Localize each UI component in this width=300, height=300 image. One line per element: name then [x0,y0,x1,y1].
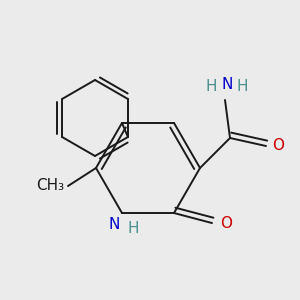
Text: H: H [237,79,248,94]
Text: N: N [221,77,233,92]
Text: CH₃: CH₃ [36,178,64,194]
Text: N: N [109,217,120,232]
Text: O: O [220,215,232,230]
Text: O: O [272,139,284,154]
Text: H: H [206,79,217,94]
Text: H: H [128,221,140,236]
